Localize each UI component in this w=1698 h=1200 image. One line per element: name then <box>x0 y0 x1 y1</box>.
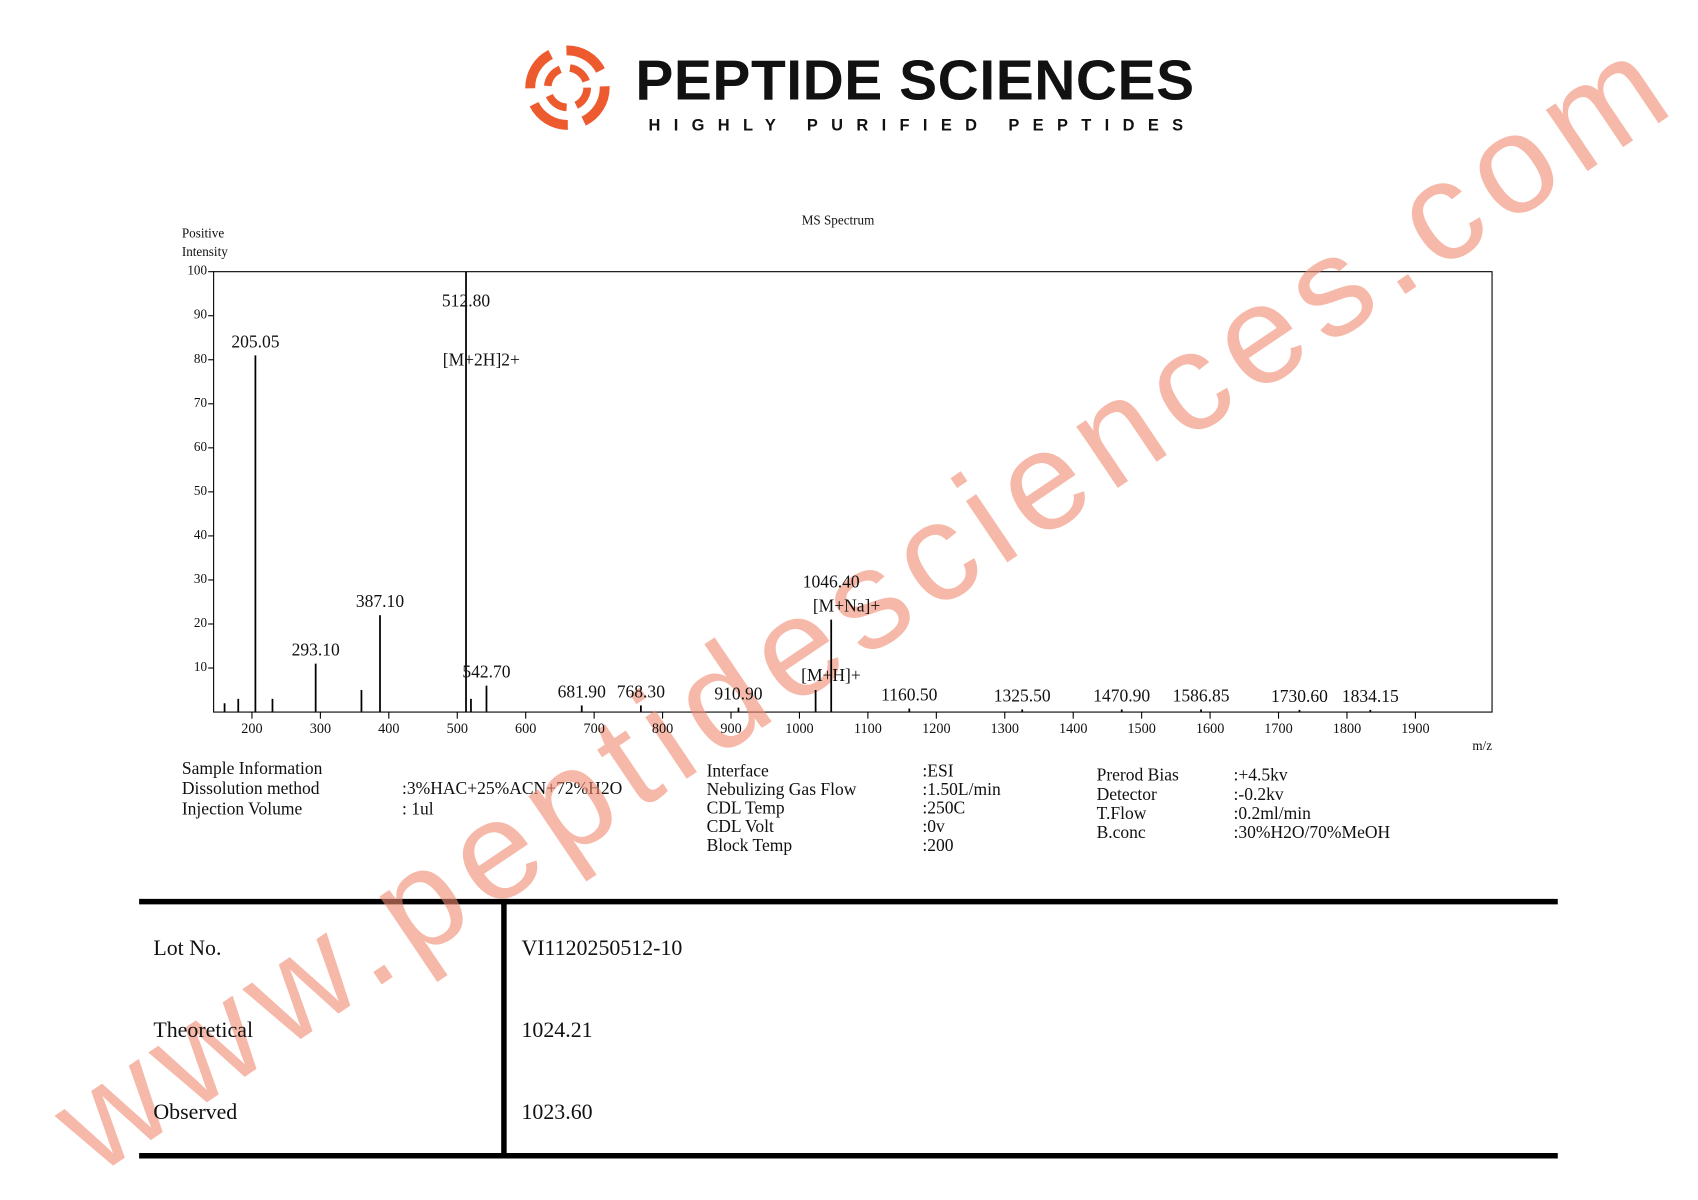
table-value: 1024.21 <box>521 1017 592 1042</box>
info-value: :1.50L/min <box>922 779 1001 799</box>
peak-annotation: [M+Na]+ <box>813 596 881 616</box>
peak-label: 910.90 <box>714 684 762 704</box>
info-value: :0v <box>922 816 945 836</box>
peak-label: 512.80 <box>442 290 490 310</box>
info-key: Block Temp <box>707 835 793 855</box>
x-tick-label: 800 <box>652 721 673 737</box>
peak-label: 293.10 <box>292 640 340 660</box>
info-value: :+4.5kv <box>1234 765 1288 785</box>
x-tick-label: 200 <box>241 721 262 737</box>
peak-label: 1470.90 <box>1093 685 1150 705</box>
result-table <box>139 898 1558 1159</box>
y-tick-label: 10 <box>194 659 208 674</box>
info-key: Dissolution method <box>182 778 320 798</box>
tagline: HIGHLY PURIFIED PEPTIDES <box>649 116 1184 134</box>
info-heading: Sample Information <box>182 758 323 778</box>
x-tick-label: 1000 <box>785 721 813 737</box>
x-tick-label: 1600 <box>1196 721 1224 737</box>
info-key: Detector <box>1097 784 1157 804</box>
info-value: :30%H2O/70%MeOH <box>1234 822 1391 842</box>
x-tick-label: 1400 <box>1059 721 1087 737</box>
x-tick-label: 900 <box>720 721 741 737</box>
y-axis-label: Intensity <box>182 244 228 259</box>
y-axis-label: Positive <box>182 225 224 240</box>
table-value: 1023.60 <box>521 1099 592 1124</box>
peak-label: 1834.15 <box>1342 686 1399 706</box>
x-tick-label: 700 <box>583 721 604 737</box>
peak-label: 1325.50 <box>994 685 1051 705</box>
peak-label: 1586.85 <box>1173 685 1230 705</box>
x-axis-label: m/z <box>1472 738 1492 753</box>
info-value: :-0.2kv <box>1234 784 1284 804</box>
table-key: Theoretical <box>153 1017 253 1042</box>
info-value: :3%HAC+25%ACN+72%H2O <box>402 778 622 798</box>
brand: PEPTIDE SCIENCES <box>635 48 1194 112</box>
info-key: Nebulizing Gas Flow <box>707 779 857 799</box>
chart-title: MS Spectrum <box>802 212 875 227</box>
y-tick-label: 40 <box>194 527 208 542</box>
x-tick-label: 1200 <box>922 721 950 737</box>
x-tick-label: 300 <box>310 721 331 737</box>
peak-annotation: [M+2H]2+ <box>443 350 520 370</box>
info-key: Interface <box>707 760 769 780</box>
peak-label: 542.70 <box>462 662 510 682</box>
info-key: CDL Temp <box>707 798 785 818</box>
info-key: CDL Volt <box>707 816 774 836</box>
y-tick-label: 20 <box>194 615 208 630</box>
peak-label: 681.90 <box>558 681 606 701</box>
table-value: VI1120250512-10 <box>521 935 682 960</box>
peak-label: 1730.60 <box>1271 686 1328 706</box>
x-tick-label: 500 <box>447 721 468 737</box>
info-key: B.conc <box>1097 822 1146 842</box>
info-key: Prerod Bias <box>1097 765 1179 785</box>
y-tick-label: 90 <box>194 307 208 322</box>
x-tick-label: 1300 <box>991 721 1019 737</box>
x-tick-label: 600 <box>515 721 536 737</box>
info-value: :ESI <box>922 760 953 780</box>
y-tick-label: 60 <box>194 439 208 454</box>
peak-label: 387.10 <box>356 591 404 611</box>
info-value: : 1ul <box>402 799 434 819</box>
x-tick-label: 1100 <box>854 721 882 737</box>
x-tick-label: 1700 <box>1264 721 1292 737</box>
y-tick-label: 70 <box>194 395 208 410</box>
y-tick-label: 80 <box>194 351 208 366</box>
peak-label: 768.30 <box>617 681 665 701</box>
table-key: Observed <box>153 1099 237 1124</box>
info-key: Injection Volume <box>182 799 303 819</box>
info-key: T.Flow <box>1097 803 1147 823</box>
peak-label: 1160.50 <box>881 685 938 705</box>
y-tick-label: 100 <box>187 263 207 278</box>
logo-mark <box>525 45 610 130</box>
y-tick-label: 30 <box>194 571 208 586</box>
peak-label: 1046.40 <box>803 571 860 591</box>
info-value: :200 <box>922 835 953 855</box>
x-tick-label: 1800 <box>1333 721 1361 737</box>
info-value: :250C <box>922 798 965 818</box>
x-tick-label: 400 <box>378 721 399 737</box>
x-tick-label: 1500 <box>1127 721 1155 737</box>
x-tick-label: 1900 <box>1401 721 1429 737</box>
table-key: Lot No. <box>153 935 221 960</box>
y-tick-label: 50 <box>194 483 208 498</box>
peak-label: 205.05 <box>231 331 279 351</box>
info-value: :0.2ml/min <box>1234 803 1312 823</box>
